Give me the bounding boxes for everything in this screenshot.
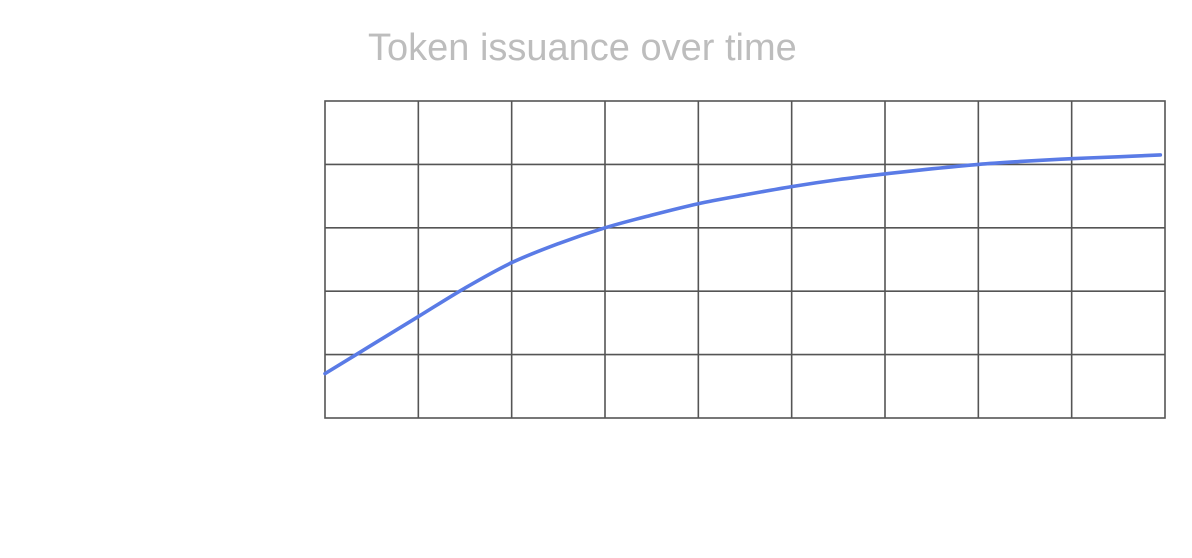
plot-border (324, 100, 1166, 419)
grid (325, 101, 1165, 418)
chart-title: Token issuance over time (368, 27, 797, 69)
series-line-0 (323, 153, 1163, 376)
series-layer (323, 153, 1163, 376)
